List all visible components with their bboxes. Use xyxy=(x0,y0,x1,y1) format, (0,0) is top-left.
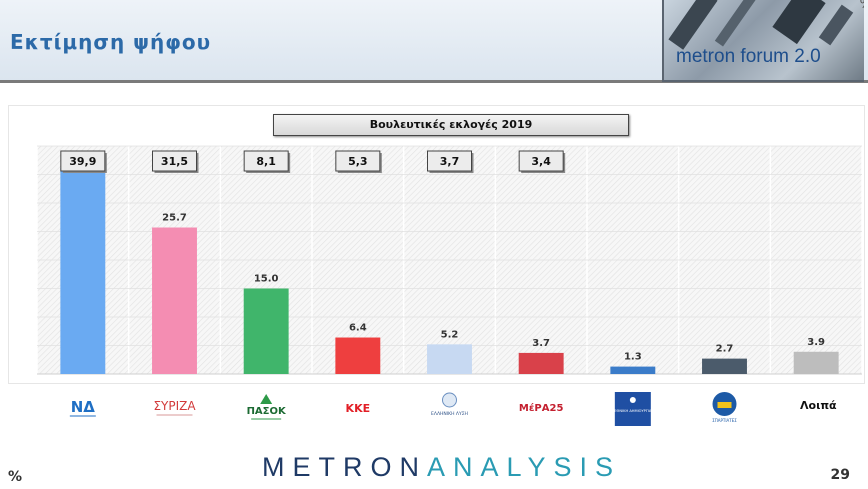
previous-result-label: 31,5 xyxy=(161,155,188,168)
syriza-logo-text: ΣΥΡΙΖΑ xyxy=(153,399,196,413)
metron-forum-logo: metron forum 2.0 % xyxy=(662,0,864,82)
kke-logo-text: ΚΚΕ xyxy=(346,402,371,415)
previous-result-label: 39,9 xyxy=(69,155,96,168)
slide-header: Εκτίμηση ψήφου metron forum 2.0 % xyxy=(0,0,868,83)
spartiates-helmet-icon xyxy=(717,402,732,408)
elliniki-lysi-emblem-icon xyxy=(442,392,457,408)
previous-result-box xyxy=(152,150,197,172)
previous-result-label: 8,1 xyxy=(256,155,276,168)
kke-logo: ΚΚΕ xyxy=(346,402,371,415)
bar xyxy=(427,344,472,374)
page-number: 29 xyxy=(830,467,850,483)
bar-value-label: 25.7 xyxy=(162,213,187,224)
bar xyxy=(243,288,289,374)
brand-analysis: ANALYSIS xyxy=(427,452,622,482)
pasok-logo: ΠΑΣΟΚ xyxy=(247,394,287,420)
bar xyxy=(152,227,197,374)
brand-metron: METRON xyxy=(262,452,427,482)
bar xyxy=(702,358,747,374)
elliniki-lysi-logo: ΕΛΛΗΝΙΚΗ ΛΥΣΗ xyxy=(431,392,468,417)
previous-result-box xyxy=(427,150,472,172)
bar xyxy=(610,366,656,374)
previous-result-label: 3,7 xyxy=(440,155,460,168)
previous-result-box xyxy=(518,150,564,172)
bar-value-label: 15.0 xyxy=(254,274,279,285)
bar xyxy=(793,351,839,374)
ethniki-dimiourgia-logo-text: ΕΘΝΙΚΗ ΔΗΜΙΟΥΡΓΙΑ xyxy=(614,409,652,413)
ethniki-dimiourgia-emblem-icon xyxy=(629,397,636,403)
pasok-logo-text: ΠΑΣΟΚ xyxy=(247,406,287,417)
pasok-sun-icon xyxy=(260,394,273,404)
bar-value-label: 6.4 xyxy=(349,323,367,334)
nd-logo-text: ΝΔ xyxy=(71,398,96,416)
percent-sign: % xyxy=(8,469,23,485)
elliniki-lysi-logo-text: ΕΛΛΗΝΙΚΗ ΛΥΣΗ xyxy=(431,411,468,417)
syriza-logo: ΣΥΡΙΖΑ xyxy=(153,399,196,416)
metron-analysis-brand: METRONANALYSIS xyxy=(262,452,621,483)
bar-value-label: 5.2 xyxy=(441,329,459,340)
logo-text: metron forum 2.0 xyxy=(676,46,821,67)
others-label: Λοιπά xyxy=(800,399,837,412)
logo-percent: % xyxy=(860,0,864,12)
ethniki-dimiourgia-logo: ΕΘΝΙΚΗ ΔΗΜΙΟΥΡΓΙΑ xyxy=(614,392,652,426)
bar-value-label: 1.3 xyxy=(624,352,642,363)
nd-logo: ΝΔ xyxy=(69,398,96,417)
mera25-logo-text: ΜέΡΑ25 xyxy=(519,402,564,414)
bar xyxy=(60,168,106,374)
previous-result-box xyxy=(335,150,381,172)
previous-result-box xyxy=(60,150,106,172)
page-title: Εκτίμηση ψήφου xyxy=(10,30,212,54)
bar-value-label: 2.7 xyxy=(716,344,734,355)
bar-value-label: 3.7 xyxy=(532,338,550,349)
previous-result-label: 5,3 xyxy=(348,155,368,168)
chart-title: Βουλευτικές εκλογές 2019 xyxy=(273,114,629,136)
spartiates-logo: ΣΠΑΡΤΙΑΤΕΣ xyxy=(712,392,737,423)
previous-result-label: 3,4 xyxy=(531,155,551,168)
bar xyxy=(335,337,381,374)
bar xyxy=(518,352,564,374)
bar-value-label: 3.9 xyxy=(807,337,825,348)
spartiates-logo-text: ΣΠΑΡΤΙΑΤΕΣ xyxy=(712,418,737,423)
previous-result-box xyxy=(243,150,289,172)
mera25-logo: ΜέΡΑ25 xyxy=(519,402,564,414)
